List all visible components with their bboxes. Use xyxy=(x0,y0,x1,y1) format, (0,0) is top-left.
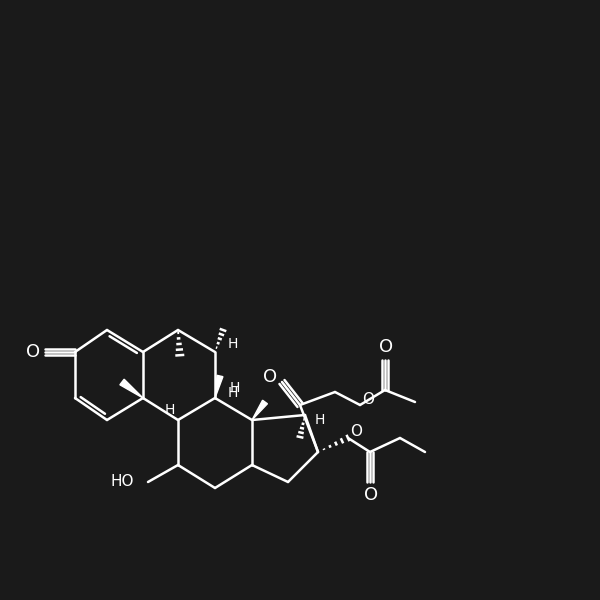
Text: O: O xyxy=(362,392,374,407)
Text: O: O xyxy=(263,368,277,386)
Text: H: H xyxy=(315,413,325,427)
Text: HO: HO xyxy=(110,475,134,490)
Text: O: O xyxy=(26,343,40,361)
Text: O: O xyxy=(350,425,362,439)
Text: H: H xyxy=(230,381,240,395)
Text: O: O xyxy=(364,486,378,504)
Text: H: H xyxy=(228,337,238,351)
Polygon shape xyxy=(215,376,223,398)
Polygon shape xyxy=(120,379,143,398)
Text: H: H xyxy=(228,386,238,400)
Polygon shape xyxy=(252,400,268,420)
Text: H: H xyxy=(165,403,175,417)
Text: O: O xyxy=(379,338,393,356)
